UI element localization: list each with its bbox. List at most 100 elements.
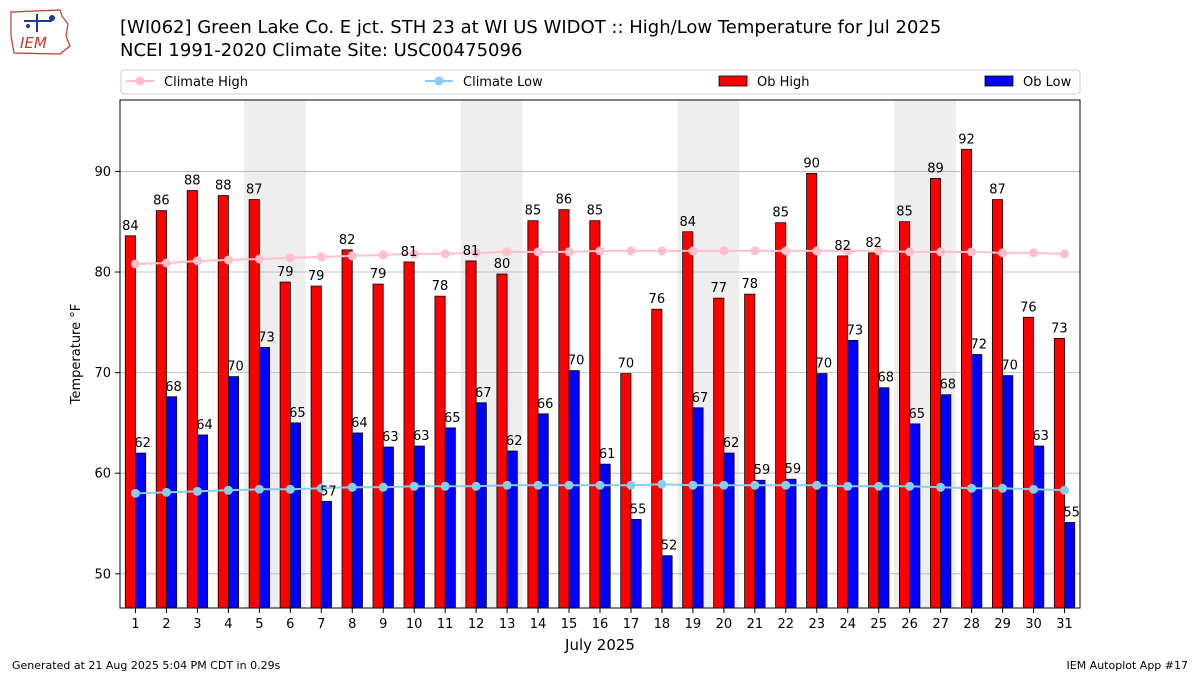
climate-low-point: [1029, 484, 1039, 494]
x-tick-label: 9: [379, 617, 387, 632]
ob-high-bar: [991, 199, 1003, 609]
ob-low-bar: [692, 407, 704, 609]
generated-note: Generated at 21 Aug 2025 5:04 PM CDT in …: [12, 659, 281, 672]
climate-high-point: [998, 248, 1008, 258]
ob-low-bar: [289, 422, 301, 609]
ob-low-label: 65: [909, 407, 926, 422]
climate-high-point: [161, 258, 171, 268]
climate-low-point: [812, 480, 822, 490]
chart-title: [WI062] Green Lake Co. E jct. STH 23 at …: [120, 17, 942, 38]
ob-low-label: 62: [506, 434, 523, 449]
ob-low-bar: [785, 478, 797, 609]
ob-high-label: 73: [1051, 321, 1068, 336]
ob-high-label: 78: [741, 277, 758, 292]
climate-high-point: [130, 259, 140, 269]
ob-high-label: 81: [463, 244, 480, 259]
climate-high-point: [967, 247, 977, 257]
ob-high-bar: [310, 285, 322, 609]
climate-low-point: [223, 485, 233, 495]
ob-low-bar: [475, 402, 487, 609]
x-tick-label: 7: [317, 617, 325, 632]
climate-low-point: [595, 480, 605, 490]
climate-high-point: [378, 250, 388, 260]
ob-low-bar: [630, 519, 642, 609]
x-tick-label: 19: [685, 617, 702, 632]
ob-low-bar: [878, 387, 890, 609]
ob-low-bar: [847, 340, 859, 609]
x-tick-label: 6: [286, 617, 294, 632]
bars: [124, 148, 1076, 609]
ob-low-bar: [816, 373, 828, 609]
x-tick-label: 27: [932, 617, 949, 632]
app-note: IEM Autoplot App #17: [1066, 659, 1189, 672]
ob-low-label: 59: [785, 462, 802, 477]
ob-high-label: 79: [370, 267, 387, 282]
x-tick-label: 28: [963, 617, 980, 632]
x-tick-label: 13: [499, 617, 516, 632]
climate-lines: [130, 246, 1070, 498]
climate-high-point: [316, 252, 326, 262]
x-tick-label: 5: [255, 617, 263, 632]
ob-high-label: 76: [1020, 300, 1037, 315]
ob-high-bar: [651, 308, 663, 609]
ob-low-label: 66: [537, 397, 554, 412]
ob-low-label: 68: [878, 371, 895, 386]
ob-low-label: 70: [227, 360, 244, 375]
climate-high-point: [502, 247, 512, 257]
climate-high-point: [688, 246, 698, 256]
y-axis: 50 60 70 80 90: [94, 165, 120, 582]
x-axis: 1 2 3 4 5 6 7 8 9 10 11 12 13 14 15 16 17 18 19 20 21 22 23 24 2…: [131, 608, 1073, 632]
ob-low-label: 68: [165, 380, 182, 395]
climate-low-point: [657, 479, 667, 489]
climate-high-point: [254, 254, 264, 264]
climate-low-point: [502, 480, 512, 490]
ob-high-bar: [775, 222, 787, 609]
x-tick-label: 16: [592, 617, 609, 632]
ob-low-bar: [1064, 522, 1076, 609]
ob-high-label: 70: [618, 357, 635, 372]
climate-high-point: [533, 247, 543, 257]
ob-high-label: 79: [277, 265, 294, 280]
climate-high-point: [750, 246, 760, 256]
ob-low-label: 73: [847, 323, 864, 338]
ob-high-label: 85: [587, 204, 604, 219]
ob-high-bar: [527, 220, 539, 609]
x-tick-label: 2: [162, 617, 170, 632]
climate-high-point: [657, 246, 667, 256]
ob-low-bar: [135, 452, 147, 609]
ob-low-legend-label: Ob Low: [1023, 75, 1072, 90]
x-tick-label: 20: [716, 617, 733, 632]
ob-low-bar: [909, 423, 921, 609]
ob-low-bar: [351, 432, 363, 609]
x-tick-label: 29: [994, 617, 1011, 632]
climate-low-point: [285, 484, 295, 494]
y-tick-label: 80: [94, 266, 111, 281]
x-axis-label: July 2025: [564, 636, 635, 654]
y-tick-label: 60: [94, 467, 111, 482]
ob-low-label: 63: [413, 429, 430, 444]
ob-high-label: 80: [494, 257, 511, 272]
ob-low-bar: [723, 452, 735, 609]
ob-high-bar: [713, 297, 725, 609]
ob-low-label: 64: [196, 418, 213, 433]
climate-low-point: [1060, 485, 1070, 495]
ob-high-label: 84: [122, 219, 139, 234]
climate-high-point: [1029, 248, 1039, 258]
ob-high-label: 84: [680, 215, 697, 230]
ob-high-bar: [744, 293, 756, 609]
x-tick-label: 8: [348, 617, 356, 632]
climate-high-point: [440, 249, 450, 259]
ob-low-label: 70: [568, 354, 585, 369]
ob-high-bar: [589, 220, 601, 609]
ob-high-label: 88: [184, 174, 201, 189]
ob-high-label: 92: [958, 132, 975, 147]
climate-low-point: [316, 483, 326, 493]
ob-low-bar: [258, 347, 270, 609]
ob-low-bar: [537, 413, 549, 609]
x-tick-label: 31: [1056, 617, 1073, 632]
ob-high-label: 82: [865, 236, 882, 251]
logo-text: IEM: [20, 34, 47, 52]
x-tick-label: 11: [437, 617, 454, 632]
climate-low-point: [409, 481, 419, 491]
